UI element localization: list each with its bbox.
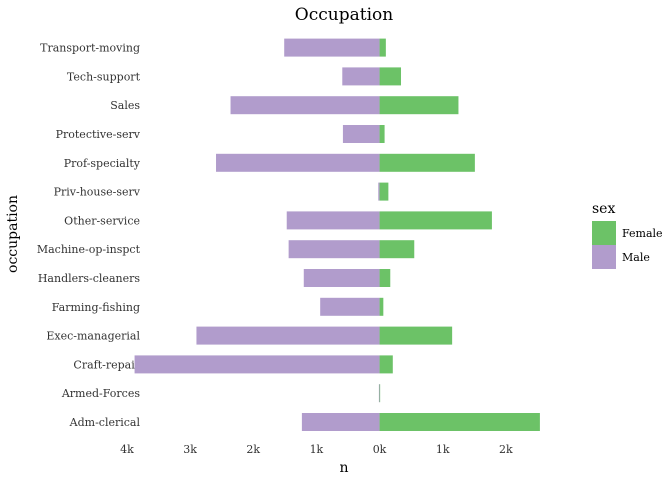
y-tick-label: Machine-op-inspct xyxy=(37,243,141,256)
bar-male xyxy=(216,153,380,172)
y-tick-label: Tech-support xyxy=(67,70,141,83)
x-tick-label: 1k xyxy=(310,443,324,456)
bar-male xyxy=(230,96,380,115)
bar-female xyxy=(379,67,402,86)
y-tick-label: Other-service xyxy=(64,214,140,227)
bar-female xyxy=(379,297,384,316)
x-tick-label: 4k xyxy=(120,443,134,456)
bar-female xyxy=(379,326,453,345)
chart-title: Occupation xyxy=(295,5,393,25)
bar-male xyxy=(301,413,380,431)
bar-female xyxy=(379,153,475,172)
legend: sex Female Male xyxy=(592,201,663,269)
x-tick-label: 3k xyxy=(183,443,197,456)
bar-female xyxy=(379,240,415,259)
bar-male xyxy=(378,182,380,201)
bar-female xyxy=(379,125,385,143)
y-tick-label: Sales xyxy=(110,99,140,112)
legend-title: sex xyxy=(592,201,615,217)
y-tick-label: Protective-serv xyxy=(56,128,141,141)
bar-male xyxy=(196,326,380,345)
bar-female xyxy=(379,96,459,115)
bar-male xyxy=(286,211,380,230)
bar-female xyxy=(379,355,393,374)
y-tick-label: Priv-house-serv xyxy=(54,186,141,199)
bar-female xyxy=(379,269,391,287)
bar-female xyxy=(379,38,386,57)
bar-male xyxy=(288,240,380,259)
legend-swatch-female xyxy=(592,221,616,245)
bar-male xyxy=(378,384,380,403)
bar-male xyxy=(342,67,380,86)
y-tick-label: Exec-managerial xyxy=(46,330,140,343)
legend-label-male: Male xyxy=(622,251,650,264)
x-tick-label: 2k xyxy=(499,443,513,456)
legend-label-female: Female xyxy=(622,227,663,240)
y-axis-label: occupation xyxy=(5,195,21,273)
bar-male xyxy=(134,355,380,374)
x-tick-label: 0k xyxy=(373,443,387,456)
bar-male xyxy=(320,297,380,316)
y-tick-label: Transport-moving xyxy=(40,42,140,55)
y-tick-label: Prof-specialty xyxy=(64,157,141,170)
y-tick-label: Handlers-cleaners xyxy=(38,272,141,285)
plot-area: Adm-clerical Armed-Forces Craft-repair Exec… xyxy=(37,38,540,456)
bar-female xyxy=(379,413,540,431)
x-axis-label: n xyxy=(339,460,348,476)
y-tick-label: Farming-fishing xyxy=(52,301,140,314)
bar-male xyxy=(284,38,380,57)
bar-female xyxy=(379,211,492,230)
bar-male xyxy=(342,125,380,143)
x-tick-label: 2k xyxy=(246,443,260,456)
y-tick-label: Armed-Forces xyxy=(61,387,140,400)
bar-female xyxy=(379,182,389,201)
y-tick-label: Craft-repair xyxy=(73,358,140,371)
bar-female xyxy=(379,384,381,403)
x-tick-label: 1k xyxy=(436,443,450,456)
legend-swatch-male xyxy=(592,245,616,269)
bar-male xyxy=(303,269,380,287)
y-tick-label: Adm-clerical xyxy=(69,416,141,429)
